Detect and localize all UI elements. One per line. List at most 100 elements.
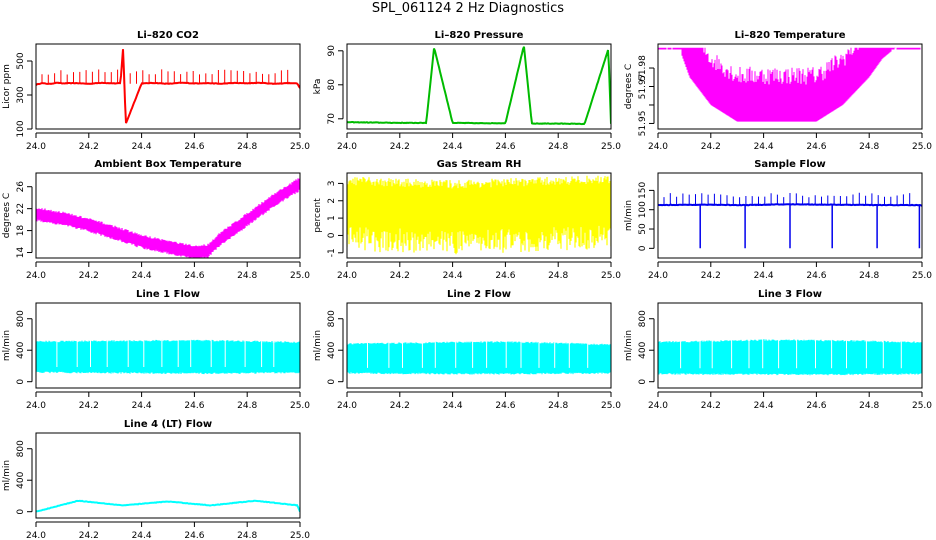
y-tick-label: 400 (638, 341, 648, 358)
data-band (658, 47, 921, 122)
x-axis: 24.0 24.2 24.4 24.6 24.8 25.0 (26, 391, 310, 411)
x-tick-label: 24.2 (701, 401, 721, 411)
x-tick-label: 25.0 (601, 142, 621, 152)
x-tick-label: 24.6 (184, 401, 204, 411)
x-tick-label: 24.6 (184, 271, 204, 281)
y-axis: 0 400 800 (16, 440, 33, 515)
x-tick-label: 24.8 (548, 142, 568, 152)
x-tick-label: 24.4 (443, 271, 463, 281)
x-tick-label: 24.4 (443, 142, 463, 152)
x-tick-label: 24.6 (806, 271, 826, 281)
x-tick-label: 24.0 (26, 142, 46, 152)
y-tick-label: 51.98 (638, 55, 648, 81)
x-tick-label: 24.2 (701, 271, 721, 281)
chart-title: Li–820 Pressure (435, 30, 524, 41)
plot-frame (35, 302, 301, 389)
x-tick-label: 24.6 (495, 401, 515, 411)
x-tick-label: 24.8 (548, 271, 568, 281)
y-tick-label: 80 (327, 79, 337, 91)
y-tick-label: 150 (638, 182, 648, 199)
y-axis-label: degrees C (624, 64, 634, 109)
y-tick-label: 800 (327, 310, 337, 327)
chart-panel-1: Li–820 CO2 24.0 24.2 24.4 24.6 24.8 25.0 100 300… (2, 30, 310, 152)
data-dropouts (699, 204, 921, 249)
plot-area (347, 46, 611, 126)
chart-title: Li–820 CO2 (137, 30, 199, 41)
x-tick-label: 24.2 (79, 142, 99, 152)
y-tick-label: 400 (327, 341, 337, 358)
plot-area (658, 337, 922, 376)
y-tick-label: 51.97 (638, 74, 648, 100)
x-tick-label: 24.2 (701, 142, 721, 152)
plot-area (347, 175, 611, 255)
data-band (658, 339, 922, 376)
y-tick-label: 3 (327, 181, 337, 187)
y-axis-label: ml/min (624, 200, 634, 231)
x-axis: 24.0 24.2 24.4 24.6 24.8 25.0 (648, 261, 932, 281)
x-tick-label: 24.0 (26, 401, 46, 411)
chart-panel-2: Li–820 Pressure 24.0 24.2 24.4 24.6 24.8 25.0 7… (313, 30, 621, 152)
chart-panel-10: Line 4 (LT) Flow 24.0 24.2 24.4 24.6 24.8 25.0… (2, 419, 310, 540)
x-tick-label: 25.0 (290, 271, 310, 281)
x-tick-label: 25.0 (290, 401, 310, 411)
y-tick-label: 2 (327, 198, 337, 204)
y-tick-label: 800 (638, 310, 648, 327)
y-axis-label: degrees C (2, 193, 12, 238)
chart-title: Line 3 Flow (758, 289, 822, 300)
x-tick-label: 24.4 (754, 401, 774, 411)
chart-title: Sample Flow (754, 159, 826, 170)
y-axis-label: Licor ppm (2, 64, 12, 109)
y-tick-label: 300 (16, 86, 26, 103)
x-tick-label: 24.2 (390, 401, 410, 411)
data-band (36, 339, 300, 375)
chart-title: Li–820 Temperature (734, 30, 845, 41)
chart-title: Line 4 (LT) Flow (124, 419, 212, 430)
y-tick-label: 18 (16, 225, 26, 237)
y-tick-label: 1 (327, 215, 337, 221)
x-axis: 24.0 24.2 24.4 24.6 24.8 25.0 (337, 132, 621, 152)
data-series (347, 46, 611, 126)
y-tick-label: 0 (327, 379, 337, 385)
chart-panel-3: Li–820 Temperature 24.0 24.2 24.4 24.6 24.8 25… (624, 30, 932, 152)
y-axis-label: ml/min (2, 460, 12, 491)
data-gaps (56, 338, 275, 368)
x-tick-label: 25.0 (912, 401, 932, 411)
chart-title: Ambient Box Temperature (94, 159, 241, 170)
y-tick-label: 800 (16, 440, 26, 457)
plot-frame (657, 43, 923, 130)
x-axis: 24.0 24.2 24.4 24.6 24.8 25.0 (337, 391, 621, 411)
x-tick-label: 24.0 (337, 401, 357, 411)
x-tick-label: 24.8 (859, 142, 879, 152)
x-tick-label: 24.0 (26, 271, 46, 281)
data-gaps (367, 340, 589, 368)
x-tick-label: 24.8 (548, 401, 568, 411)
x-tick-label: 24.2 (79, 531, 99, 540)
y-tick-label: 0 (16, 379, 26, 385)
x-tick-label: 24.4 (132, 531, 152, 540)
y-tick-label: 500 (16, 52, 26, 69)
y-axis: -1 0 1 2 3 (327, 181, 344, 257)
x-tick-label: 24.0 (648, 271, 668, 281)
x-tick-label: 25.0 (601, 271, 621, 281)
x-tick-label: 24.4 (443, 401, 463, 411)
x-tick-label: 24.8 (859, 271, 879, 281)
y-axis: 0 400 800 (327, 310, 344, 385)
plot-area (347, 340, 611, 375)
chart-panel-5: Gas Stream RH 24.0 24.2 24.4 24.6 24.8 25.0 -1 0… (313, 159, 621, 281)
x-tick-label: 24.4 (754, 271, 774, 281)
plot-frame (346, 302, 612, 389)
x-tick-label: 24.6 (184, 142, 204, 152)
y-tick-label: 90 (327, 45, 337, 57)
x-tick-label: 24.2 (390, 271, 410, 281)
chart-title: Line 1 Flow (136, 289, 200, 300)
x-tick-label: 25.0 (290, 142, 310, 152)
x-tick-label: 24.4 (132, 271, 152, 281)
chart-panel-9: Line 3 Flow 24.0 24.2 24.4 24.6 24.8 25.0 0 400 8… (624, 289, 932, 411)
x-axis: 24.0 24.2 24.4 24.6 24.8 25.0 (337, 261, 621, 281)
y-axis: 14 18 22 26 (16, 181, 33, 259)
y-tick-label: 14 (16, 247, 26, 259)
data-band (347, 341, 611, 375)
plot-frame (657, 302, 923, 389)
chart-panel-7: Line 1 Flow 24.0 24.2 24.4 24.6 24.8 25.0 0 400 8… (2, 289, 310, 411)
